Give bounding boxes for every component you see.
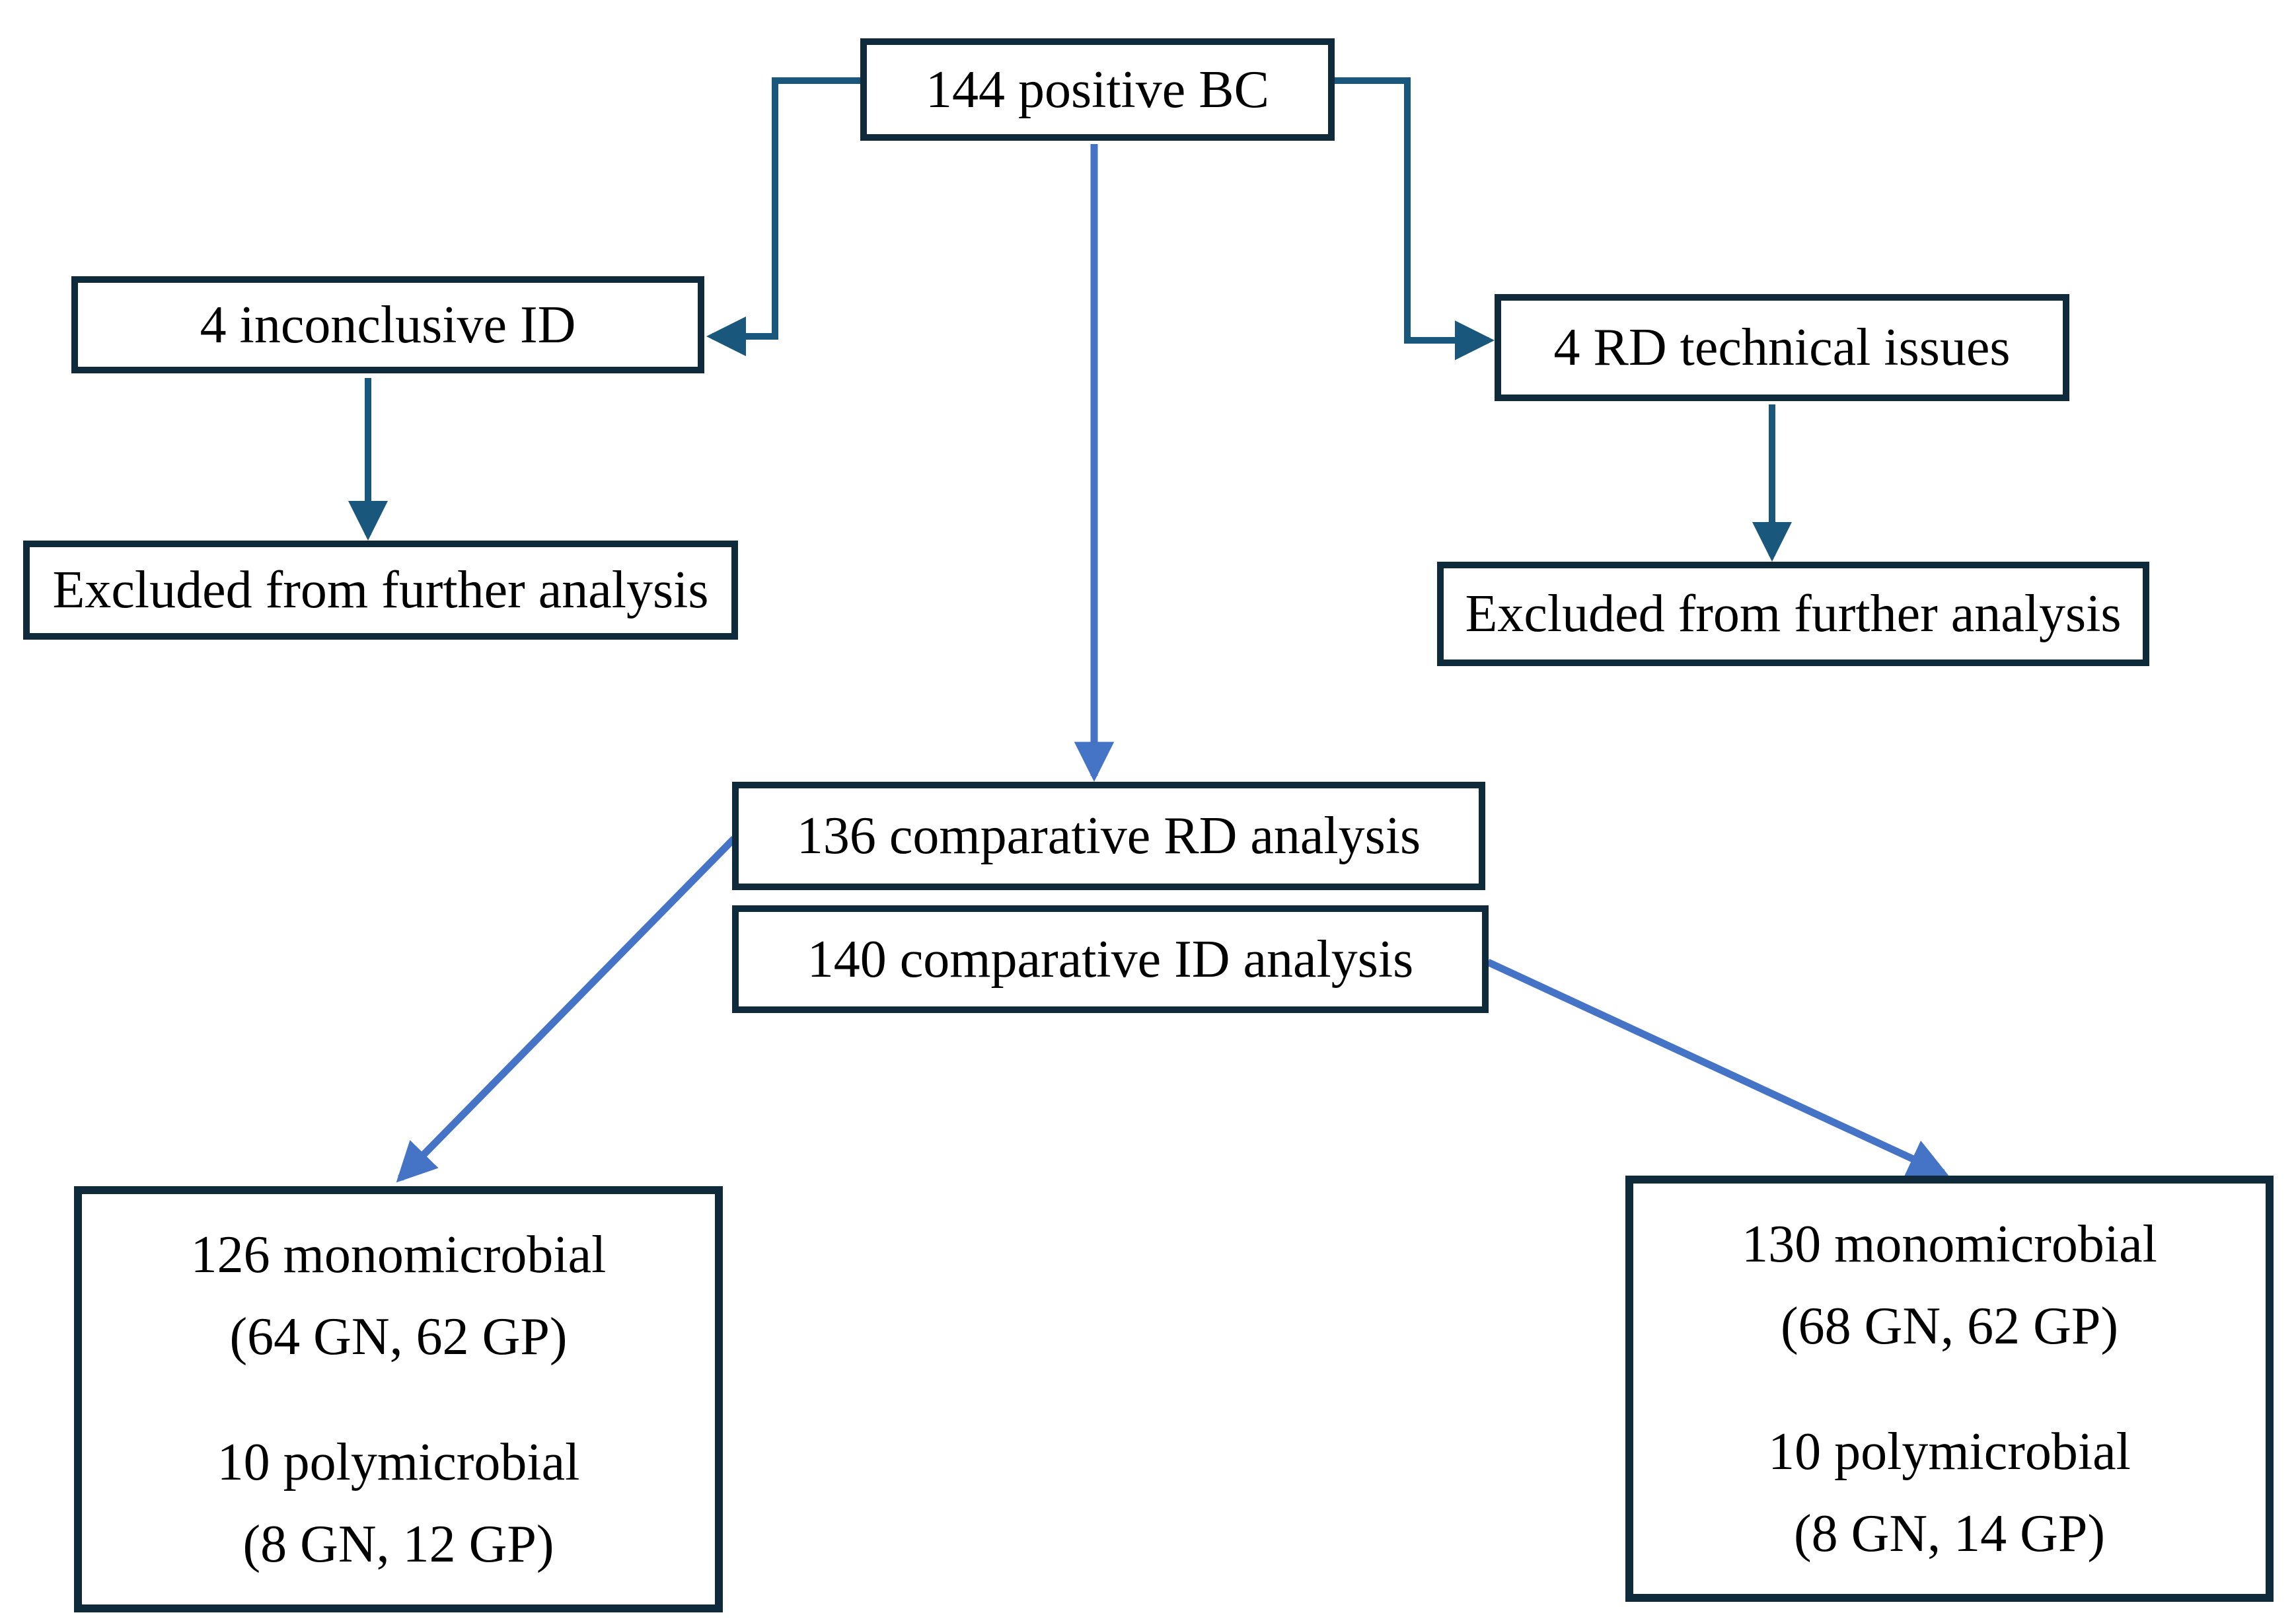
- positive-bc-label: 144 positive BC: [925, 60, 1270, 119]
- box-excluded-left: Excluded from further analysis: [23, 541, 738, 640]
- box-comparative-id-analysis: 140 comparative ID analysis: [732, 905, 1489, 1013]
- id-polymicrobial-group: 10 polymicrobial (8 GN, 14 GP): [1768, 1425, 2131, 1560]
- id-monomicrobial-group: 130 monomicrobial (68 GN, 62 GP): [1742, 1218, 2157, 1353]
- rd-polymicrobial-count: 10 polymicrobial: [217, 1433, 580, 1491]
- box-positive-bc: 144 positive BC: [860, 38, 1335, 141]
- rd-polymicrobial-group: 10 polymicrobial (8 GN, 12 GP): [217, 1436, 580, 1571]
- rd-polymicrobial-breakdown: (8 GN, 12 GP): [242, 1515, 554, 1573]
- id-monomicrobial-count: 130 monomicrobial: [1742, 1215, 2157, 1273]
- excluded-left-label: Excluded from further analysis: [52, 561, 709, 619]
- arrow-analysis-to-id-results: [1486, 959, 1949, 1177]
- rd-monomicrobial-breakdown: (64 GN, 62 GP): [229, 1307, 568, 1366]
- rd-monomicrobial-group: 126 monomicrobial (64 GN, 62 GP): [191, 1228, 607, 1363]
- arrow-bc-to-rd-technical: [1335, 77, 1495, 360]
- box-excluded-right: Excluded from further analysis: [1437, 562, 2149, 666]
- comparative-rd-analysis-label: 136 comparative RD analysis: [796, 807, 1421, 865]
- rd-technical-issues-label: 4 RD technical issues: [1553, 319, 2011, 377]
- excluded-right-label: Excluded from further analysis: [1465, 585, 2122, 643]
- box-inconclusive-id: 4 inconclusive ID: [71, 276, 704, 373]
- arrow-analysis-to-rd-results: [396, 836, 737, 1183]
- comparative-id-analysis-label: 140 comparative ID analysis: [807, 930, 1414, 989]
- box-rd-technical-issues: 4 RD technical issues: [1495, 294, 2069, 401]
- box-rd-results: 126 monomicrobial (64 GN, 62 GP) 10 poly…: [74, 1186, 723, 1612]
- box-id-results: 130 monomicrobial (68 GN, 62 GP) 10 poly…: [1625, 1176, 2274, 1602]
- box-comparative-rd-analysis: 136 comparative RD analysis: [732, 782, 1485, 890]
- id-polymicrobial-breakdown: (8 GN, 14 GP): [1793, 1504, 2106, 1563]
- arrow-bc-to-inconclusive-id: [706, 77, 860, 356]
- rd-monomicrobial-count: 126 monomicrobial: [190, 1225, 607, 1284]
- inconclusive-id-label: 4 inconclusive ID: [200, 295, 576, 354]
- id-monomicrobial-breakdown: (68 GN, 62 GP): [1780, 1297, 2119, 1355]
- id-polymicrobial-count: 10 polymicrobial: [1768, 1422, 2131, 1481]
